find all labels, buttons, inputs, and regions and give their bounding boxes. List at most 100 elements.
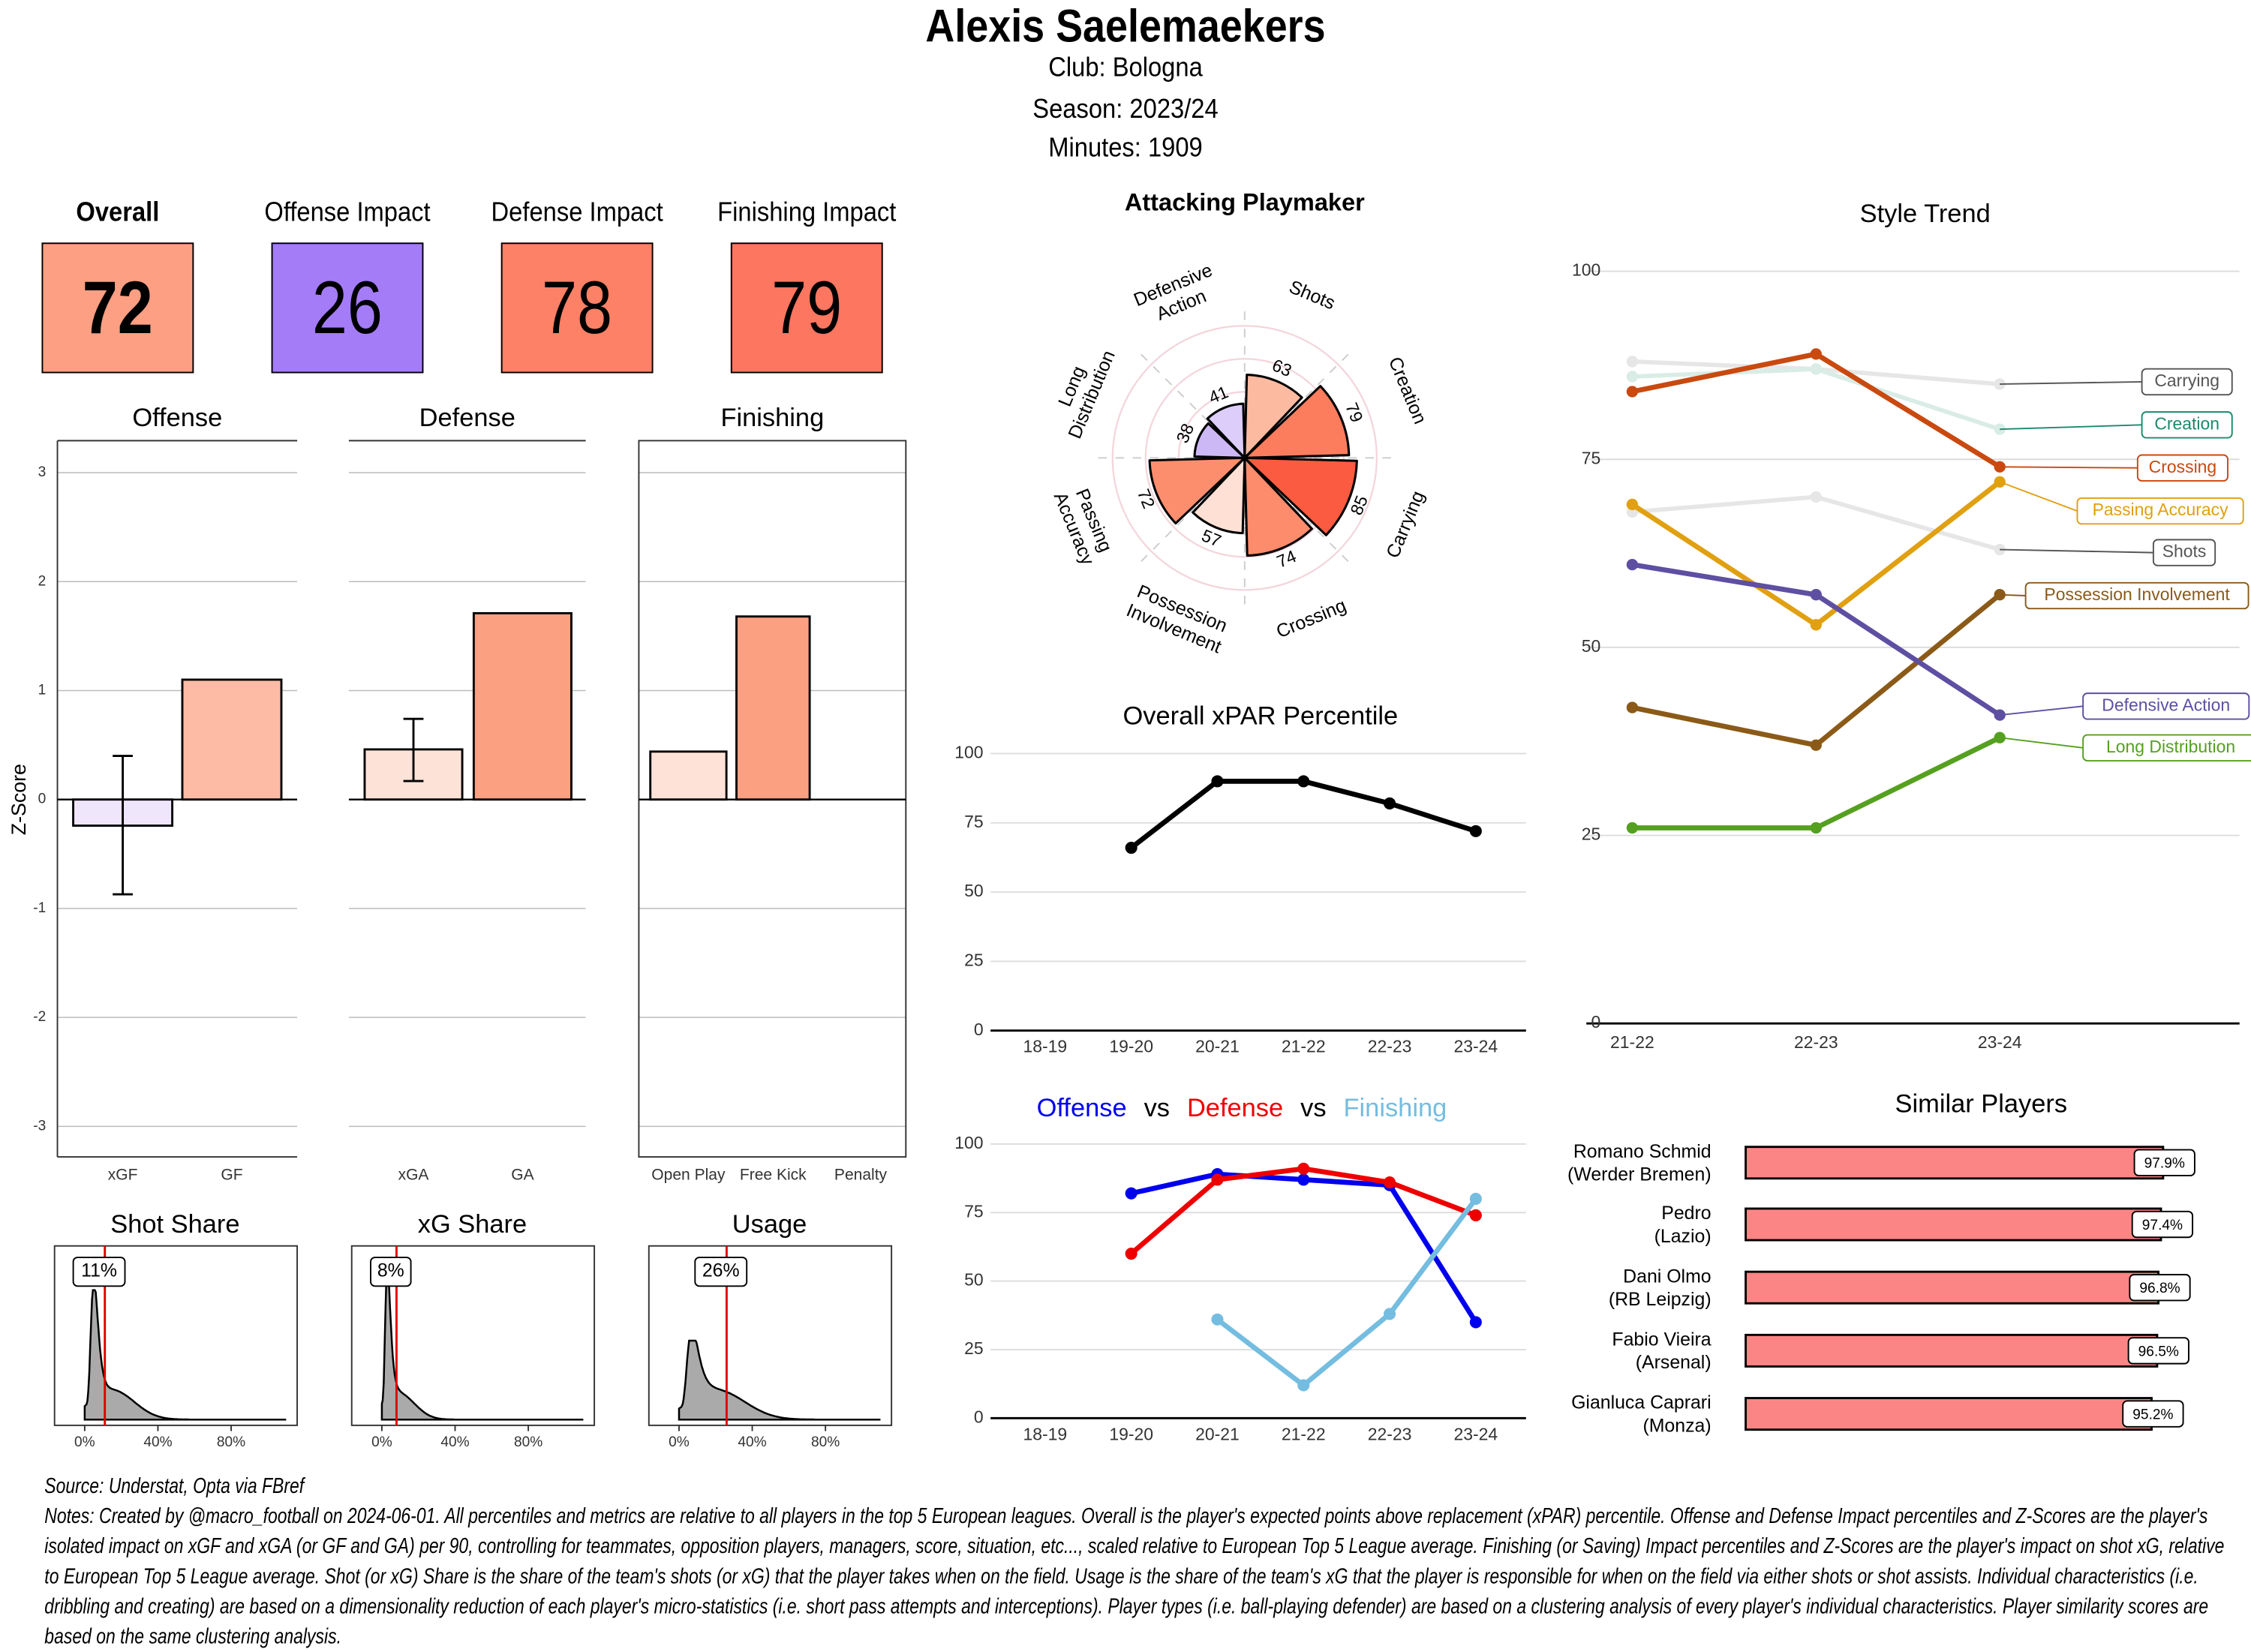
title-part-vs: vs: [1144, 1094, 1170, 1122]
radar-bar-passing-accuracy: [1148, 456, 1246, 525]
y-tick-label: 25: [1582, 824, 1601, 844]
x-tick-label: GF: [221, 1167, 242, 1184]
series-label: Crossing: [2149, 457, 2217, 476]
radar-value-label: 41: [1206, 382, 1231, 407]
density-panel-xg-share: xG Share 8% 0% 40% 80%: [350, 1210, 596, 1450]
y-tick-label: 50: [964, 881, 984, 900]
similarity-bar: [1745, 1146, 2165, 1180]
data-point: [1626, 386, 1639, 398]
series-label-box: [2141, 411, 2233, 439]
similarity-label: 97.9%: [2144, 1156, 2185, 1172]
radar-value-label: 63: [1270, 355, 1295, 380]
marker-label: 26%: [702, 1260, 740, 1281]
x-tick-label: 80%: [514, 1434, 542, 1450]
offense-defense-finishing-chart: 100 75 50 25 0 18-19 19-20 20-21 21-22 22-23 23-24…: [954, 1094, 1526, 1443]
radar-bar-defensive-action: [1206, 402, 1246, 459]
similarity-bar: [1745, 1397, 2153, 1431]
similarity-label-box: [2127, 1337, 2189, 1365]
bar-free-kick: [735, 615, 811, 801]
series-label-box: [2082, 734, 2251, 761]
defense-impact-score: 78: [542, 266, 613, 350]
radar-ring: [1144, 358, 1345, 558]
radar-bar-creation: [1243, 385, 1351, 459]
y-tick-label: 2: [38, 573, 47, 589]
zscore-panel-defense: Defense xGA GA: [348, 404, 586, 1184]
data-point: [1384, 1308, 1396, 1320]
y-tick-label: 0: [974, 1407, 984, 1426]
x-tick-label: GA: [511, 1167, 533, 1184]
x-tick-label: 23-24: [1978, 1032, 2022, 1052]
x-tick-label: 18-19: [1023, 1424, 1068, 1443]
radar-ring: [1111, 325, 1378, 591]
title-part-finishing: Finishing: [1344, 1094, 1447, 1122]
finishing-impact-score-box: 79: [730, 242, 883, 374]
label-connector: [2000, 705, 2084, 716]
x-tick-label: 20-21: [1195, 1037, 1240, 1056]
series-label-box: [2141, 368, 2233, 396]
panel-title: Defense: [419, 404, 515, 432]
season-line: Season: 2023/24: [1032, 95, 1219, 125]
data-point: [1211, 1313, 1224, 1326]
radar-bar-possession-involvement: [1192, 456, 1246, 535]
marker-label-box: [370, 1257, 412, 1287]
title-part-offense: Offense: [1037, 1094, 1127, 1122]
data-point: [1211, 775, 1224, 788]
similar-players-title: Similar Players: [1895, 1089, 2068, 1118]
panel-title: Offense: [132, 404, 222, 432]
data-point: [1297, 1162, 1310, 1175]
radar-bar-shots: [1243, 373, 1303, 459]
player-name: Dani Olmo: [1623, 1266, 1711, 1287]
radar-category-label: Carrying: [1382, 488, 1429, 561]
x-tick-label: xGA: [398, 1167, 429, 1184]
y-tick-label: 3: [38, 464, 47, 480]
style-trend-title: Style Trend: [1860, 200, 1991, 228]
data-point: [1810, 363, 1822, 375]
data-point: [1626, 498, 1639, 511]
panel-title: xG Share: [418, 1210, 527, 1239]
y-tick-label: -2: [33, 1009, 46, 1025]
title-part-defense: Defense: [1187, 1094, 1283, 1122]
y-tick-label: 0: [974, 1020, 984, 1039]
x-tick-label: 40%: [440, 1434, 469, 1450]
density-curve: [380, 1273, 584, 1421]
series-label-box: [2136, 454, 2228, 482]
similarity-label: 95.2%: [2132, 1407, 2173, 1423]
similarity-label-box: [2133, 1149, 2195, 1176]
trend-line-passing-accuracy: [1630, 479, 2002, 628]
page-title: Alexis Saelemaekers: [925, 0, 1326, 52]
notes-section: Source: Understat, Opta via FBref Notes:…: [44, 1471, 2226, 1652]
data-point: [1125, 1187, 1138, 1200]
density-panel-shot-share: Shot Share 11% 0% 40% 80%: [53, 1210, 299, 1450]
data-point: [1810, 491, 1822, 503]
similarity-bar: [1745, 1207, 2162, 1242]
data-point: [1125, 841, 1138, 855]
minutes-line: Minutes: 1909: [1048, 133, 1203, 164]
data-point: [1469, 824, 1482, 837]
marker-label-box: [694, 1257, 748, 1287]
series-label-box: [2152, 539, 2216, 566]
radar-bar-carrying: [1243, 456, 1358, 536]
x-tick-label: 18-19: [1023, 1037, 1068, 1056]
x-tick-label: 80%: [811, 1434, 840, 1450]
data-point: [1469, 1192, 1482, 1205]
similarity-label: 96.5%: [2138, 1344, 2179, 1359]
series-line-finishing: [1216, 1197, 1478, 1388]
x-tick-label: 21-22: [1282, 1424, 1326, 1443]
data-point: [1810, 619, 1822, 631]
series-label-box: [2024, 581, 2249, 610]
y-tick-label: 50: [1582, 636, 1601, 656]
marker-label: 8%: [377, 1260, 404, 1281]
label-connector: [2000, 737, 2084, 749]
data-point: [1626, 701, 1639, 713]
density-curve: [678, 1339, 881, 1421]
defense-impact-score-box: 78: [500, 242, 654, 374]
x-tick-label: 21-22: [1610, 1032, 1654, 1052]
overall-score-box: 72: [41, 242, 194, 374]
finishing-impact-label: Finishing Impact: [717, 198, 897, 229]
x-tick-label: 23-24: [1454, 1424, 1498, 1443]
xpar-title: Overall xPAR Percentile: [1123, 702, 1399, 731]
series-label: Passing Accuracy: [2093, 500, 2229, 519]
odf-title: Offense vs Defense vs Finishing: [1037, 1094, 1447, 1122]
